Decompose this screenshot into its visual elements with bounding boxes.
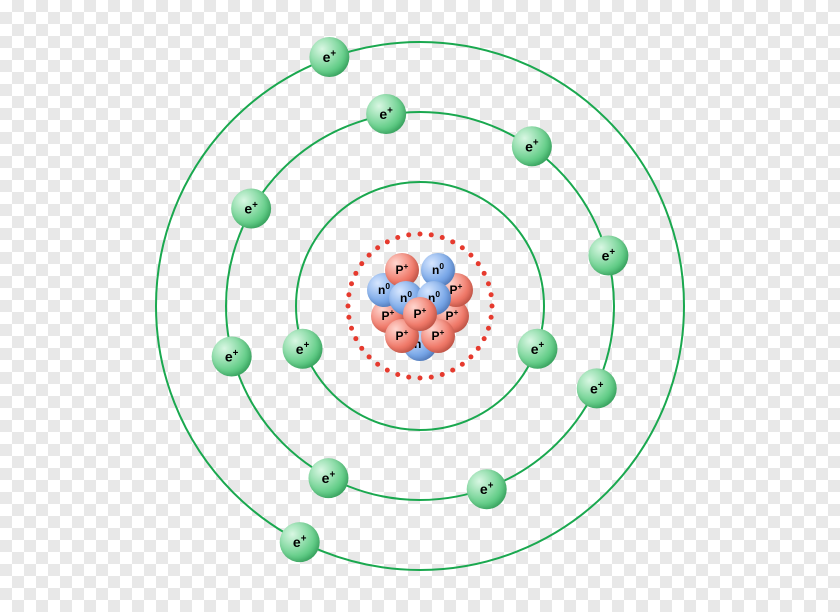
electron-label: e+ <box>244 201 258 217</box>
electron: e+ <box>212 336 252 376</box>
nucleus-ring-dot <box>460 362 465 367</box>
electron-label: e+ <box>480 481 494 497</box>
nucleus-ring-dot <box>490 304 495 309</box>
nucleus-ring-dot <box>476 346 481 351</box>
nucleus-ring-dot <box>375 245 380 250</box>
nucleus-ring-dot <box>418 232 423 237</box>
electron-label: e+ <box>531 341 545 357</box>
nucleus-ring-dot <box>429 375 434 380</box>
electron: e+ <box>231 189 271 229</box>
nucleus-ring-dot <box>440 372 445 377</box>
nucleus-ring-dot <box>468 354 473 359</box>
electron: e+ <box>309 37 349 77</box>
proton-label: P+ <box>450 283 463 297</box>
nucleus-ring-dot <box>353 336 358 341</box>
electron-label: e+ <box>602 248 616 264</box>
proton-label: P+ <box>396 329 409 343</box>
nucleus-ring-dot <box>489 292 494 297</box>
electron: e+ <box>280 522 320 562</box>
electron-label: e+ <box>322 470 336 486</box>
nucleus-ring-dot <box>489 315 494 320</box>
electron-label: e+ <box>590 380 604 396</box>
electron: e+ <box>577 368 617 408</box>
nucleus-ring-dot <box>346 292 351 297</box>
nucleus-ring-dot <box>450 368 455 373</box>
proton: P+ <box>403 297 437 331</box>
electron-label: e+ <box>296 341 310 357</box>
nucleus-ring-dot <box>440 235 445 240</box>
proton-label: P+ <box>396 263 409 277</box>
nucleus-ring-dot <box>395 235 400 240</box>
nucleus-ring-dot <box>486 281 491 286</box>
electron: e+ <box>467 469 507 509</box>
neutron-label: n0 <box>432 263 444 277</box>
nucleus-ring-dot <box>406 375 411 380</box>
nucleus-ring-dot <box>349 281 354 286</box>
electron: e+ <box>512 126 552 166</box>
nucleus-ring-dot <box>429 232 434 237</box>
nucleus-ring-dot <box>346 315 351 320</box>
nucleus-ring-dot <box>476 261 481 266</box>
nucleus-ring-dot <box>367 354 372 359</box>
electron: e+ <box>308 458 348 498</box>
nucleus-ring-dot <box>385 368 390 373</box>
nucleus-ring-dot <box>367 253 372 258</box>
nucleus-ring-dot <box>406 232 411 237</box>
proton-label: P+ <box>414 307 427 321</box>
atom-diagram: P+n0P+n0P+n0P+P+P+n0n0P+ e+e+e+e+e+e+e+e… <box>140 26 700 586</box>
electron-label: e+ <box>379 106 393 122</box>
nucleus-ring-dot <box>486 326 491 331</box>
electron-label: e+ <box>293 534 307 550</box>
nucleus-ring-dot <box>450 239 455 244</box>
nucleus-ring-dot <box>359 261 364 266</box>
nucleus-ring-dot <box>418 376 423 381</box>
nucleus-ring-dot <box>482 271 487 276</box>
electron: e+ <box>588 236 628 276</box>
nucleus-ring-dot <box>349 326 354 331</box>
nucleus-ring-dot <box>375 362 380 367</box>
nucleus-ring-dot <box>460 245 465 250</box>
electron: e+ <box>283 329 323 369</box>
nucleus-ring-dot <box>395 372 400 377</box>
electron: e+ <box>517 329 557 369</box>
nucleus-ring-dot <box>346 304 351 309</box>
nucleus-ring-dot <box>468 253 473 258</box>
electron-label: e+ <box>323 49 337 65</box>
nucleus-ring-dot <box>359 346 364 351</box>
nucleus-ring-dot <box>385 239 390 244</box>
electron: e+ <box>366 94 406 134</box>
nucleus-ring-dot <box>353 271 358 276</box>
proton-label: P+ <box>432 329 445 343</box>
nucleus-ring-dot <box>482 336 487 341</box>
electron-label: e+ <box>525 138 539 154</box>
electron-label: e+ <box>225 348 239 364</box>
